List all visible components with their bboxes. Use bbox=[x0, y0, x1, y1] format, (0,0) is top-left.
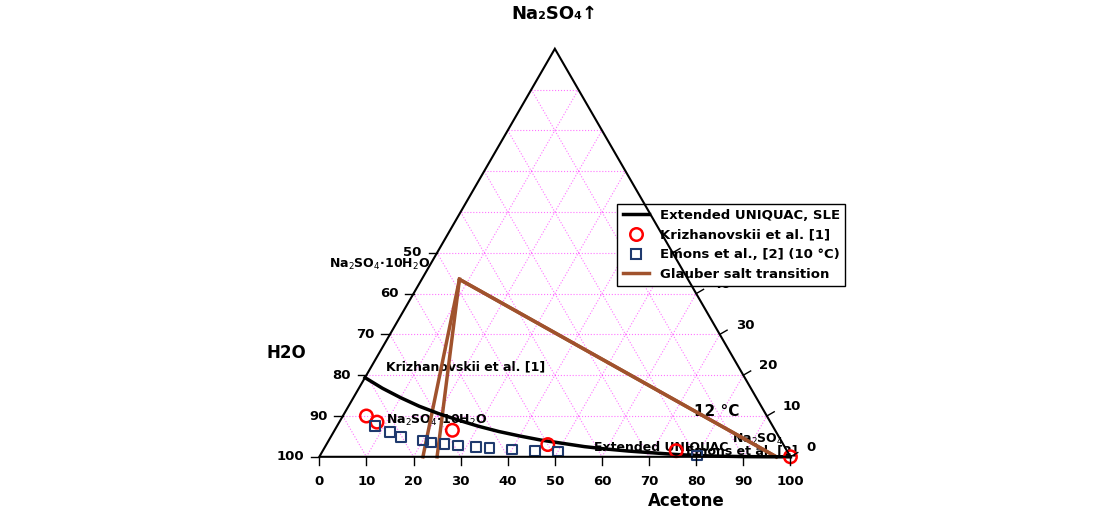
Krizhanovskii et al. [1] bbox=[358, 412, 376, 420]
Extended UNIQUAC, SLE bbox=[760, 454, 773, 460]
Extended UNIQUAC, SLE bbox=[393, 394, 407, 401]
Emons et al., [2] (10 °C) bbox=[422, 438, 440, 447]
Emons et al., [2] (10 °C) bbox=[503, 445, 520, 454]
Text: 50: 50 bbox=[403, 246, 422, 259]
Emons et al., [2] (10 °C) bbox=[526, 447, 544, 455]
Text: Na$_2$SO$_4$: Na$_2$SO$_4$ bbox=[732, 432, 783, 447]
Extended UNIQUAC, SLE bbox=[556, 440, 569, 447]
Krizhanovskii et al. [1] bbox=[539, 440, 557, 449]
Text: 10: 10 bbox=[357, 475, 376, 488]
Krizhanovskii et al. [1] bbox=[368, 418, 386, 426]
Extended UNIQUAC, SLE bbox=[535, 437, 548, 443]
Text: Na₂SO₄↑: Na₂SO₄↑ bbox=[512, 5, 598, 23]
Extended UNIQUAC, SLE bbox=[452, 417, 465, 423]
Text: 20: 20 bbox=[759, 359, 778, 372]
Text: Na$_2$SO$_4$·10H$_2$O: Na$_2$SO$_4$·10H$_2$O bbox=[387, 413, 487, 428]
Extended UNIQUAC, SLE bbox=[622, 448, 635, 454]
Text: 100: 100 bbox=[777, 475, 804, 488]
Text: 20: 20 bbox=[404, 475, 423, 488]
Text: 60: 60 bbox=[592, 475, 611, 488]
Emons et al., [2] (10 °C) bbox=[381, 428, 399, 436]
Line: Glauber salt transition: Glauber salt transition bbox=[463, 281, 777, 457]
Extended UNIQUAC, SLE bbox=[737, 454, 750, 460]
Extended UNIQUAC, SLE bbox=[645, 450, 659, 456]
Extended UNIQUAC, SLE bbox=[578, 443, 591, 450]
Text: 0: 0 bbox=[315, 475, 324, 488]
Text: 40: 40 bbox=[713, 278, 730, 291]
Extended UNIQUAC, SLE bbox=[691, 453, 704, 459]
Extended UNIQUAC, SLE bbox=[472, 423, 485, 430]
Extended UNIQUAC, SLE bbox=[376, 385, 389, 391]
Extended UNIQUAC, SLE bbox=[513, 433, 526, 439]
Emons et al., [2] (10 °C) bbox=[549, 448, 567, 456]
Emons et al., [2] (10 °C) bbox=[435, 440, 453, 448]
Text: 60: 60 bbox=[380, 287, 398, 300]
Text: 50: 50 bbox=[546, 475, 564, 488]
Extended UNIQUAC, SLE bbox=[667, 451, 681, 457]
Emons et al., [2] (10 °C) bbox=[481, 444, 498, 452]
Text: 12 °C: 12 °C bbox=[694, 404, 739, 419]
Text: 50: 50 bbox=[688, 237, 707, 250]
Text: 80: 80 bbox=[333, 369, 351, 382]
Krizhanovskii et al. [1] bbox=[781, 453, 799, 461]
Glauber salt transition bbox=[456, 278, 470, 284]
Emons et al., [2] (10 °C) bbox=[366, 422, 383, 431]
Emons et al., [2] (10 °C) bbox=[466, 443, 484, 451]
Extended UNIQUAC, SLE bbox=[412, 403, 425, 409]
Extended UNIQUAC, SLE bbox=[432, 410, 445, 417]
Line: Extended UNIQUAC, SLE: Extended UNIQUAC, SLE bbox=[365, 377, 790, 457]
Extended UNIQUAC, SLE bbox=[358, 374, 371, 381]
Extended UNIQUAC, SLE bbox=[714, 453, 727, 459]
Text: Emons et al. [2]: Emons et al. [2] bbox=[685, 444, 797, 457]
Extended UNIQUAC, SLE bbox=[783, 454, 797, 460]
Emons et al., [2] (10 °C) bbox=[414, 436, 432, 444]
Emons et al., [2] (10 °C) bbox=[688, 452, 706, 460]
Text: 80: 80 bbox=[687, 475, 705, 488]
Emons et al., [2] (10 °C) bbox=[449, 441, 466, 450]
Extended UNIQUAC, SLE bbox=[600, 446, 613, 452]
Text: Na$_2$SO$_4$·10H$_2$O: Na$_2$SO$_4$·10H$_2$O bbox=[329, 257, 430, 272]
Text: Extended UNIQUAC: Extended UNIQUAC bbox=[593, 440, 728, 453]
Text: Krizhanovskii et al. [1]: Krizhanovskii et al. [1] bbox=[386, 360, 545, 373]
Text: 100: 100 bbox=[276, 450, 304, 464]
Glauber salt transition bbox=[770, 454, 783, 460]
Text: 40: 40 bbox=[498, 475, 517, 488]
Legend: Extended UNIQUAC, SLE, Krizhanovskii et al. [1], Emons et al., [2] (10 °C), Glau: Extended UNIQUAC, SLE, Krizhanovskii et … bbox=[618, 204, 845, 286]
Text: 10: 10 bbox=[783, 400, 801, 413]
Text: 30: 30 bbox=[451, 475, 470, 488]
Krizhanovskii et al. [1] bbox=[667, 447, 685, 455]
Text: Acetone: Acetone bbox=[649, 492, 725, 510]
Text: 90: 90 bbox=[309, 409, 327, 422]
Text: 70: 70 bbox=[356, 328, 375, 341]
Emons et al., [2] (10 °C) bbox=[392, 433, 410, 441]
Krizhanovskii et al. [1] bbox=[443, 426, 461, 434]
Extended UNIQUAC, SLE bbox=[492, 428, 505, 435]
Text: H2O: H2O bbox=[266, 344, 306, 362]
Text: 0: 0 bbox=[807, 441, 815, 454]
Text: 90: 90 bbox=[734, 475, 753, 488]
Text: 30: 30 bbox=[736, 319, 755, 332]
Text: 70: 70 bbox=[640, 475, 659, 488]
